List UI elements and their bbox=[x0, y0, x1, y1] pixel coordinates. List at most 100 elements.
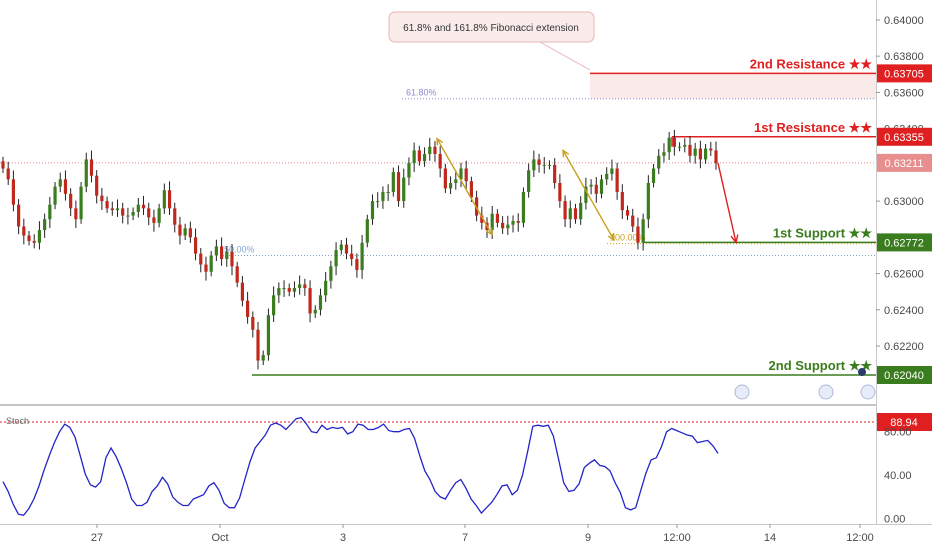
candle-body bbox=[370, 201, 375, 220]
candle-body bbox=[563, 201, 567, 220]
candle-body bbox=[376, 201, 380, 203]
candle-body bbox=[266, 315, 271, 356]
candle-body bbox=[501, 222, 505, 229]
candle-body bbox=[162, 190, 166, 209]
candle-body bbox=[147, 208, 151, 218]
candle-body bbox=[443, 168, 447, 189]
candle-body bbox=[100, 195, 104, 202]
candle-body bbox=[698, 148, 702, 160]
candle-body bbox=[32, 240, 36, 243]
candle-body bbox=[313, 309, 317, 314]
swing-line bbox=[436, 138, 493, 235]
candle-body bbox=[339, 244, 343, 251]
candle-body bbox=[95, 175, 99, 196]
candle-body bbox=[329, 266, 333, 281]
level-price-tag bbox=[877, 64, 932, 83]
candle-body bbox=[193, 237, 198, 254]
candle-body bbox=[11, 179, 16, 205]
note-text: 61.8% and 161.8% Fibonacci extension bbox=[403, 23, 579, 34]
candle-body bbox=[43, 219, 47, 231]
candle-body bbox=[84, 159, 88, 187]
stoch-label: Stoch bbox=[6, 416, 29, 426]
candle-body bbox=[386, 192, 390, 194]
candle-body bbox=[173, 208, 177, 225]
swing-arrowhead bbox=[436, 137, 444, 146]
candle-body bbox=[657, 155, 661, 169]
candle-body bbox=[209, 255, 213, 272]
candle-body bbox=[188, 228, 192, 238]
price-tick-label: 0.64000 bbox=[884, 15, 924, 27]
candle-body bbox=[516, 221, 520, 223]
candle-body bbox=[667, 137, 671, 153]
candle-body bbox=[553, 164, 557, 183]
level-price-value: 0.63355 bbox=[884, 132, 924, 144]
candle-body bbox=[6, 168, 10, 180]
candle-body bbox=[428, 146, 432, 154]
swing-arrows bbox=[436, 41, 739, 244]
stoch-value-tag bbox=[877, 413, 932, 432]
time-tick-label: 3 bbox=[340, 532, 346, 544]
candle-body bbox=[22, 226, 26, 236]
candle-body bbox=[532, 159, 536, 171]
candle-body bbox=[69, 193, 73, 209]
candle-body bbox=[568, 208, 572, 220]
candle-body bbox=[584, 186, 588, 203]
fib-extension-note[interactable]: 61.8% and 161.8% Fibonacci extension bbox=[388, 11, 595, 43]
candle-body bbox=[631, 215, 635, 227]
stoch-line bbox=[2, 416, 719, 517]
candle-body bbox=[709, 148, 713, 151]
price-tick-label: 0.63000 bbox=[884, 196, 924, 208]
level-price-value: 0.62040 bbox=[884, 370, 924, 382]
candle-body bbox=[115, 208, 120, 211]
candle-body bbox=[402, 177, 406, 202]
candle-body bbox=[365, 219, 369, 243]
candle-body bbox=[79, 186, 83, 220]
candle-body bbox=[396, 172, 401, 202]
candle-body bbox=[157, 208, 161, 223]
candle-body bbox=[251, 317, 255, 330]
candle-body bbox=[438, 153, 442, 169]
candle-body bbox=[662, 152, 666, 156]
last-price-value: 0.63211 bbox=[885, 158, 924, 170]
price-tick-label: 0.62400 bbox=[884, 305, 924, 317]
candle-body bbox=[131, 211, 135, 216]
candle-body bbox=[214, 246, 218, 256]
candle-body bbox=[360, 242, 364, 270]
candle-body bbox=[683, 144, 687, 147]
candle-body bbox=[27, 235, 31, 241]
candle-body bbox=[324, 280, 328, 296]
candle-body bbox=[433, 146, 437, 154]
level-price-value: 0.62772 bbox=[884, 237, 924, 249]
projection-arrowhead bbox=[730, 234, 739, 244]
candle-body bbox=[558, 182, 562, 202]
candle-body bbox=[594, 184, 598, 194]
swing-arrowhead bbox=[607, 233, 615, 242]
candle-body bbox=[448, 182, 453, 189]
fibonacci-lines: 61.80% 50.00% 100.00% bbox=[220, 88, 876, 256]
candle-body bbox=[136, 204, 140, 212]
candle-body bbox=[469, 181, 473, 198]
swing-arrowhead bbox=[562, 148, 570, 158]
event-badge-icon bbox=[734, 384, 750, 400]
candle-body bbox=[589, 184, 593, 187]
swing-arrowhead bbox=[485, 227, 493, 237]
candle-body bbox=[693, 148, 697, 156]
candle-body bbox=[141, 204, 146, 209]
time-tick-label: 9 bbox=[585, 532, 591, 544]
candle-body bbox=[391, 172, 395, 193]
candle-body bbox=[219, 246, 224, 260]
level-price-tag bbox=[877, 127, 932, 146]
candle-body bbox=[17, 204, 21, 227]
time-tick-label: 7 bbox=[462, 532, 468, 544]
candle-body bbox=[605, 173, 609, 180]
candle-body bbox=[464, 168, 468, 182]
candle-body bbox=[506, 224, 510, 229]
candle-body bbox=[1, 161, 5, 169]
time-tick-label: 12:00 bbox=[663, 532, 691, 544]
candle-body bbox=[537, 159, 541, 165]
candle-body bbox=[256, 329, 260, 361]
candle-body bbox=[308, 288, 312, 314]
levels: 2nd Resistance ★★ 1st Resistance ★★ 1st Su… bbox=[0, 56, 876, 376]
candle-body bbox=[282, 288, 286, 290]
